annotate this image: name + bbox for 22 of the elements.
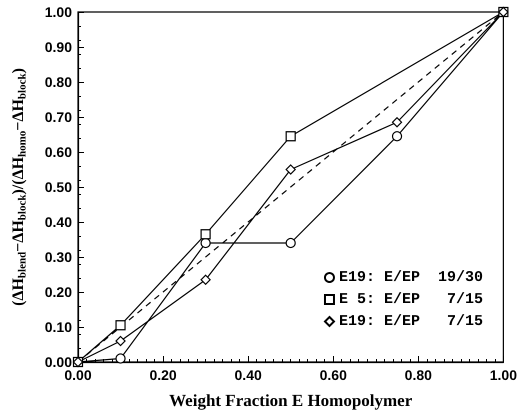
y-tick-label: 0.40 xyxy=(44,214,72,230)
y-tick-label: 0.80 xyxy=(44,74,72,90)
x-tick-label: 0.20 xyxy=(149,367,177,383)
legend-label: E19: E/EP 7/15 xyxy=(338,313,484,330)
y-tick-label: 0.60 xyxy=(44,144,72,160)
y-tick-label: 0.90 xyxy=(44,39,72,55)
y-tick-label: 0.70 xyxy=(44,109,72,125)
y-tick-label: 0.20 xyxy=(44,284,72,300)
x-tick-label: 0.80 xyxy=(404,367,432,383)
x-tick-label: 0.40 xyxy=(234,367,262,383)
x-tick-label: 0.00 xyxy=(64,367,92,383)
legend-label: E 5: E/EP 7/15 xyxy=(338,291,484,308)
legend-label: E19: E/EP 19/30 xyxy=(338,269,484,286)
y-tick-label: 0.30 xyxy=(44,249,72,265)
y-tick-label: 0.10 xyxy=(44,319,72,335)
x-axis-title: Weight Fraction E Homopolymer xyxy=(169,391,413,410)
x-tick-label: 0.60 xyxy=(320,367,348,383)
x-tick-label: 1.00 xyxy=(490,367,518,383)
y-tick-label: 1.00 xyxy=(44,4,72,20)
text: (ΔHblend−ΔHblock)/(ΔHhomo−ΔHblock) xyxy=(10,68,28,306)
y-tick-label: 0.00 xyxy=(44,354,72,370)
y-tick-label: 0.50 xyxy=(44,179,72,195)
